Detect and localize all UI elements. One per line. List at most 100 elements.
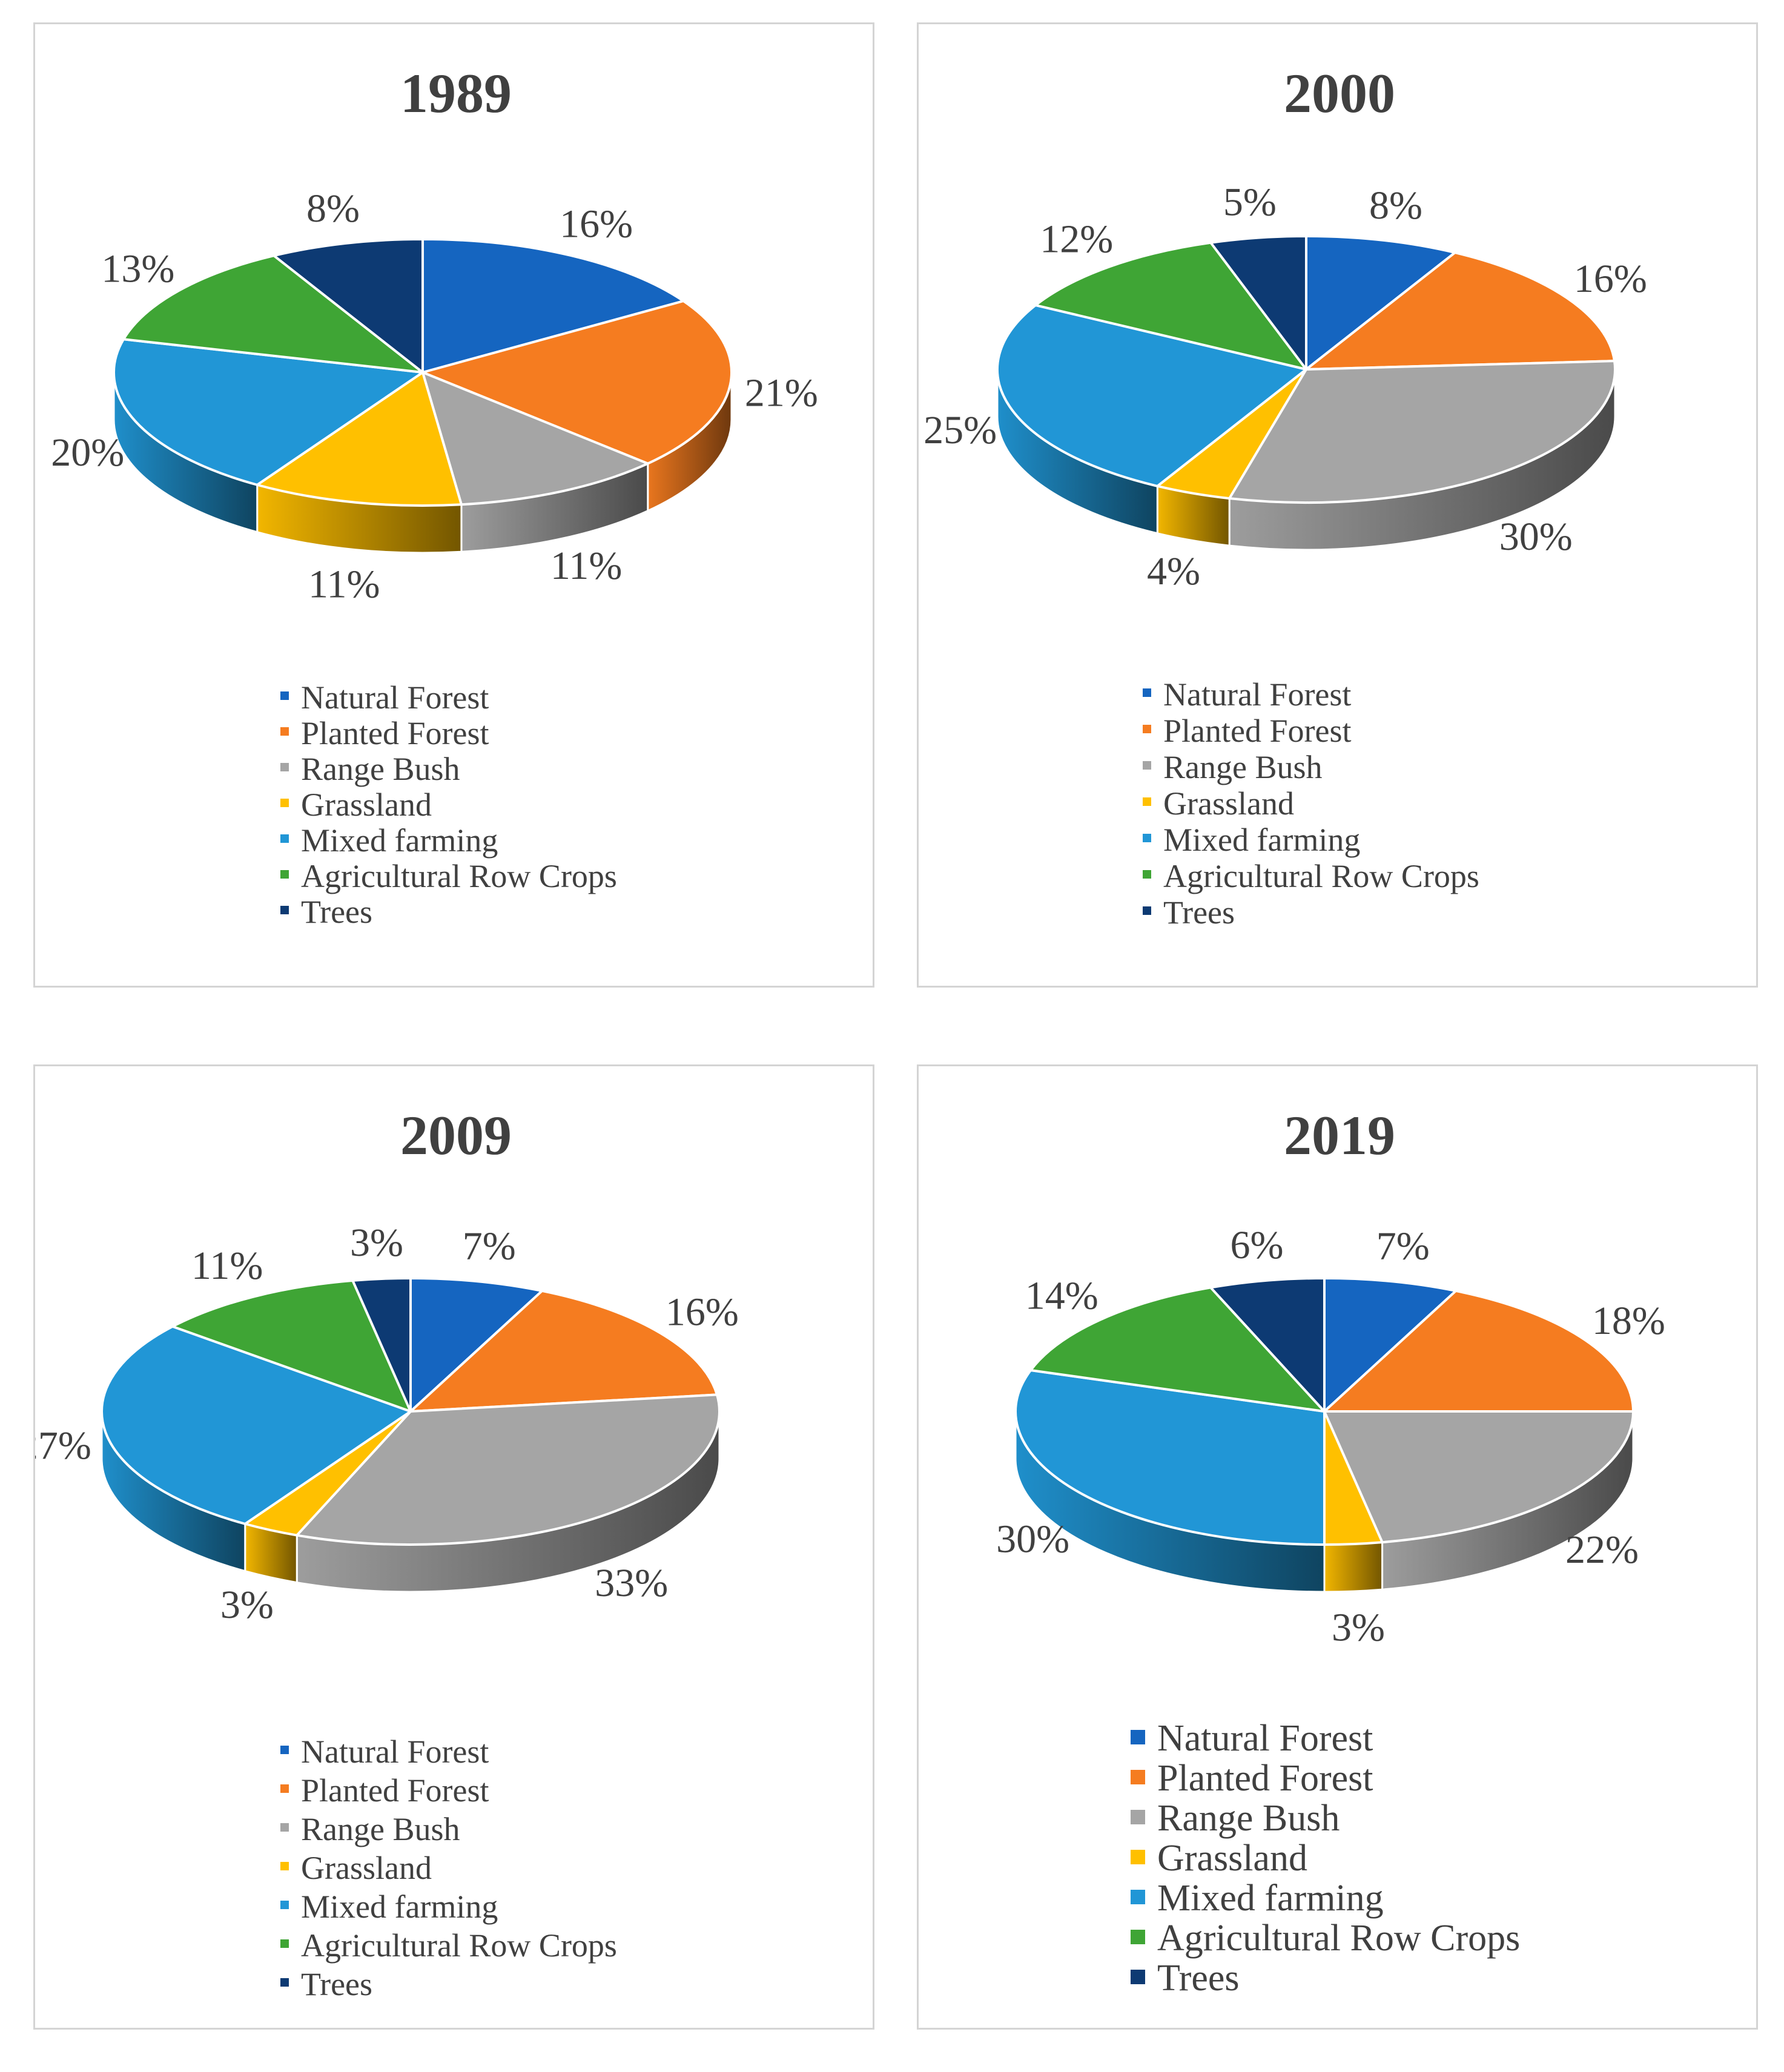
pie-slice-range-bush [1323,1410,1634,1544]
legend-label: Mixed farming [301,822,498,859]
data-label-natural-forest: 7% [1376,1224,1430,1269]
legend-swatch [280,1784,289,1793]
legend-swatch [1143,725,1151,733]
legend-label: Natural Forest [301,1734,489,1770]
data-label-range-bush: 11% [550,544,623,588]
data-label-grassland: 4% [1147,549,1200,593]
pie-chart-2019: 2019 7% 18% 22% 3% 30% 14% 6% Natural ForestPla… [996,1104,1665,1999]
pie-plot: 7% 16% 33% 3% 27% 11% 3% Natural ForestPlanted … [35,1221,739,2002]
pie-slice-mixed-farming [996,304,1307,487]
pie-slice-natural-forest [1323,1277,1458,1413]
pie-slice-agricultural-row-crops [1034,241,1307,371]
legend-label: Planted Forest [301,1772,489,1809]
pie-sides [101,1411,721,1593]
legend-item-natural-forest: Natural Forest [1131,1718,1373,1759]
legend-swatch [1143,834,1151,842]
legend-swatch [1143,797,1151,806]
legend-item-planted-forest: Planted Forest [280,715,489,751]
data-label-mixed-farming: 25% [923,408,997,452]
legend-swatch [280,727,289,736]
legend-swatch [280,906,289,914]
data-label-agricultural-row-crops: 14% [1025,1273,1098,1318]
data-label-range-bush: 22% [1565,1528,1639,1572]
pie-data-labels: 7% 18% 22% 3% 30% 14% 6% [996,1223,1665,1649]
legend-swatch [280,1862,289,1870]
data-label-mixed-farming: 20% [51,431,124,475]
legend-item-agricultural-row-crops: Agricultural Row Crops [1131,1918,1520,1959]
chart-title: 2009 [400,1104,512,1166]
pie-slice-grassland [256,371,463,507]
legend-item-mixed-farming: Mixed farming [280,1889,498,1925]
chart-title: 1989 [400,62,512,124]
pie-plot: 7% 18% 22% 3% 30% 14% 6% Natural ForestPlanted … [996,1223,1665,1999]
legend-swatch [280,1978,289,1987]
pie-slice-trees [273,238,424,374]
pie-slice-trees [1209,235,1307,371]
pie-plot: 16% 21% 11% 11% 20% 13% 8% Natural ForestPlante… [51,186,818,930]
data-label-planted-forest: 16% [1574,257,1647,301]
pie-slice-agricultural-row-crops [1029,1286,1326,1413]
pie-slice-mixed-farming [113,338,424,486]
legend-label: Grassland [301,787,432,823]
chart-title: 2000 [1284,62,1395,124]
legend-item-agricultural-row-crops: Agricultural Row Crops [280,858,617,894]
legend-item-agricultural-row-crops: Agricultural Row Crops [1143,858,1479,894]
legend-label: Agricultural Row Crops [1157,1918,1520,1959]
pie-slice-agricultural-row-crops [122,254,424,374]
data-label-trees: 8% [306,186,360,231]
chart-panel-2019: 2019 7% 18% 22% 3% 30% 14% 6% Natural Forest Pla… [917,1064,1758,2030]
legend-swatch [280,1746,289,1754]
pie-slices [113,238,733,507]
pie-slice-range-bush [296,1393,721,1546]
pie-slice-planted-forest [409,1289,718,1413]
legend-swatch [1131,1890,1145,1904]
legend-item-agricultural-row-crops: Agricultural Row Crops [280,1927,617,1964]
legend-label: Grassland [301,1850,432,1886]
legend-label: Mixed farming [301,1889,498,1925]
pie-slice-mixed-farming [101,1325,412,1525]
legend-item-mixed-farming: Mixed farming [1131,1878,1384,1919]
pie-slices [101,1277,721,1546]
data-label-mixed-farming: 30% [996,1517,1069,1561]
legend-item-range-bush: Range Bush [280,1811,460,1847]
data-label-natural-forest: 16% [560,202,633,246]
legend-item-mixed-farming: Mixed farming [280,822,498,859]
legend-label: Natural Forest [1163,676,1351,713]
pie-slice-planted-forest [421,300,733,465]
data-label-planted-forest: 18% [1592,1299,1665,1343]
chart-panel-1989: 1989 16% 21% 11% 11% 20% 13% 8% Natural Forest P… [33,22,874,988]
legend-swatch [1131,1730,1145,1744]
pie-slice-planted-forest [1305,251,1616,371]
legend-item-grassland: Grassland [280,1850,432,1886]
legend-swatch [280,1901,289,1909]
legend-swatch [280,763,289,771]
data-label-trees: 5% [1223,180,1277,224]
pie-slice-agricultural-row-crops [171,1279,412,1413]
legend-swatch [280,834,289,843]
legend-swatch [1143,870,1151,879]
pie-data-labels: 8% 16% 30% 4% 25% 12% 5% [923,180,1647,593]
data-label-mixed-farming: 27% [35,1424,91,1468]
legend-label: Range Bush [301,1811,460,1847]
legend-label: Mixed farming [1163,822,1360,858]
pie-slices [996,235,1616,504]
chart-title: 2019 [1284,1104,1395,1166]
data-label-agricultural-row-crops: 11% [191,1244,263,1288]
legend-item-natural-forest: Natural Forest [1143,676,1351,713]
data-label-trees: 6% [1231,1223,1284,1267]
legend-item-trees: Trees [280,1966,372,2002]
data-label-natural-forest: 8% [1369,183,1422,228]
pie-chart-2000: 2000 8% 16% 30% 4% 25% 12% 5% Natural ForestPla… [923,62,1647,931]
data-label-agricultural-row-crops: 13% [101,246,174,291]
legend-label: Trees [301,1966,372,2002]
pie-slice-natural-forest [421,238,685,374]
legend-label: Range Bush [1163,749,1323,785]
legend-item-trees: Trees [1143,894,1235,931]
legend-item-trees: Trees [1131,1958,1240,1999]
chart-panel-2000: 2000 8% 16% 30% 4% 25% 12% 5% Natural Forest Pla… [917,22,1758,988]
data-label-range-bush: 33% [595,1561,668,1605]
legend-item-mixed-farming: Mixed farming [1143,822,1360,858]
legend-swatch [280,1939,289,1948]
